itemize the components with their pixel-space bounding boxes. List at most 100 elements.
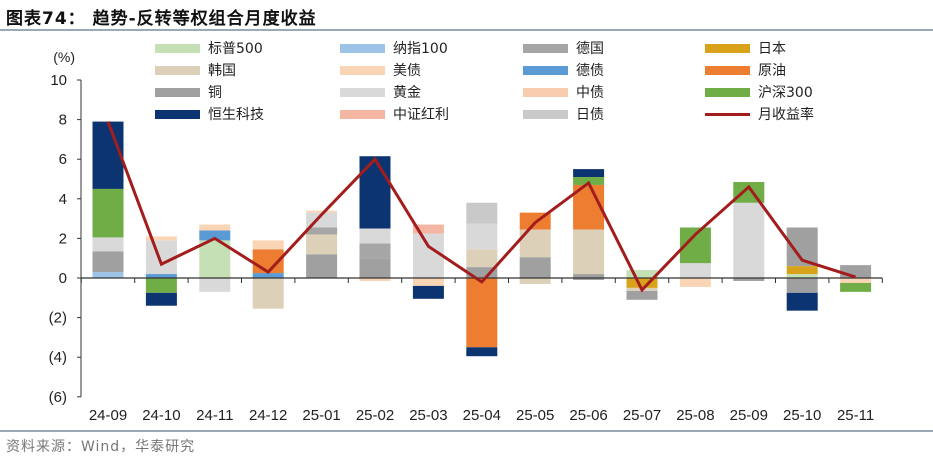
bar-segment: [252, 278, 284, 309]
chart-title: 图表74： 趋势-反转等权组合月度收益: [6, 9, 317, 29]
footer-divider: [0, 430, 933, 432]
bar-segment: [786, 292, 818, 311]
legend-label: 沪深300: [758, 85, 813, 101]
y-tick-label: 4: [59, 191, 67, 208]
legend-color-swatch: [340, 65, 385, 75]
legend-item: 中证红利: [340, 104, 449, 124]
bar-segment: [466, 267, 498, 278]
legend-color-swatch: [705, 65, 750, 75]
legend-item: 沪深300: [705, 82, 813, 102]
x-tick-label: 25-02: [356, 407, 394, 424]
legend-label: 中债: [576, 85, 604, 101]
legend-color-swatch: [523, 65, 568, 75]
bar-segment: [359, 228, 391, 244]
bar-segment: [573, 229, 605, 275]
bar-segment: [840, 282, 872, 292]
legend-color-swatch: [155, 43, 200, 53]
bar-segment: [359, 156, 391, 229]
legend-label: 铜: [208, 85, 222, 101]
x-tick-label: 25-01: [302, 407, 340, 424]
bar-segment: [733, 278, 765, 281]
x-tick-label: 24-11: [196, 407, 233, 424]
legend-label: 韩国: [208, 63, 236, 79]
legend-item: 黄金: [340, 82, 421, 102]
x-tick-label: 25-07: [623, 407, 661, 424]
legend-item: 标普500: [155, 38, 263, 58]
bar-segment: [679, 278, 711, 287]
bar-segment: [306, 254, 338, 278]
bar-segment: [412, 224, 444, 234]
legend-item: 铜: [155, 82, 222, 102]
y-tick-label: (2): [49, 310, 67, 327]
bar-segment: [359, 258, 391, 278]
bar-segment: [519, 257, 551, 278]
y-tick-label: (6): [49, 389, 67, 406]
legend-color-swatch: [155, 87, 200, 97]
bar-segment: [626, 270, 658, 278]
bar-segment: [412, 285, 444, 299]
legend-color-swatch: [523, 87, 568, 97]
legend-line-swatch: [705, 112, 750, 116]
bar-segment: [145, 240, 177, 275]
legend-item: 日本: [705, 38, 786, 58]
legend-color-swatch: [340, 43, 385, 53]
legend-label: 日债: [576, 107, 604, 123]
x-tick-label: 24-09: [89, 407, 127, 424]
bar-segment: [733, 202, 765, 278]
bar-segment: [92, 272, 124, 278]
legend-color-swatch: [155, 109, 200, 119]
legend-label: 月收益率: [758, 107, 814, 123]
x-tick-label: 25-04: [463, 407, 501, 424]
legend-item: 原油: [705, 60, 786, 80]
bar-segment: [786, 274, 818, 278]
legend-label: 德债: [576, 63, 604, 79]
y-tick-label: 2: [59, 230, 67, 247]
source-note: 资料来源：Wind，华泰研究: [6, 439, 196, 455]
bar-segment: [786, 266, 818, 275]
bar-segment: [573, 169, 605, 178]
bar-segment: [199, 278, 231, 292]
legend-label: 恒生科技: [208, 107, 264, 123]
bar-segment: [573, 278, 605, 280]
legend-label: 标普500: [208, 41, 263, 57]
legend-label: 德国: [576, 41, 604, 57]
x-tick-label: 25-11: [837, 407, 874, 424]
bar-segment: [840, 278, 872, 283]
bar-segment: [466, 202, 498, 224]
bar-segment: [92, 237, 124, 252]
bar-segment: [466, 278, 498, 348]
x-tick-label: 25-09: [730, 407, 768, 424]
bar-segment: [199, 230, 231, 241]
bar-segment: [786, 278, 818, 293]
y-tick-label: 10: [50, 72, 67, 89]
bar-segment: [252, 240, 284, 250]
title-divider: [0, 29, 933, 31]
bar-segment: [145, 292, 177, 306]
bar-segment: [626, 278, 658, 288]
y-tick-label: 8: [59, 112, 67, 129]
y-tick-label: 0: [59, 270, 67, 287]
bar-segment: [412, 278, 444, 286]
y-axis-unit: (%): [53, 49, 75, 65]
bar-segment: [145, 274, 177, 278]
y-tick-label: 6: [59, 151, 67, 168]
x-tick-label: 25-10: [783, 407, 821, 424]
legend-color-swatch: [155, 65, 200, 75]
legend-item: 美债: [340, 60, 421, 80]
legend-item: 德债: [523, 60, 604, 80]
bar-segment: [92, 188, 124, 238]
monthly-return-line: [106, 121, 857, 293]
legend-color-swatch: [705, 87, 750, 97]
x-tick-label: 25-03: [409, 407, 447, 424]
bar-segment: [466, 223, 498, 250]
bar-segment: [252, 273, 284, 278]
legend-color-swatch: [340, 87, 385, 97]
x-tick-label: 25-05: [516, 407, 554, 424]
bar-segment: [412, 233, 444, 278]
bar-segment: [145, 278, 177, 293]
bar-segment: [306, 234, 338, 255]
legend-item: 恒生科技: [155, 104, 264, 124]
legend-label: 中证红利: [393, 107, 449, 123]
x-tick-label: 25-08: [676, 407, 714, 424]
